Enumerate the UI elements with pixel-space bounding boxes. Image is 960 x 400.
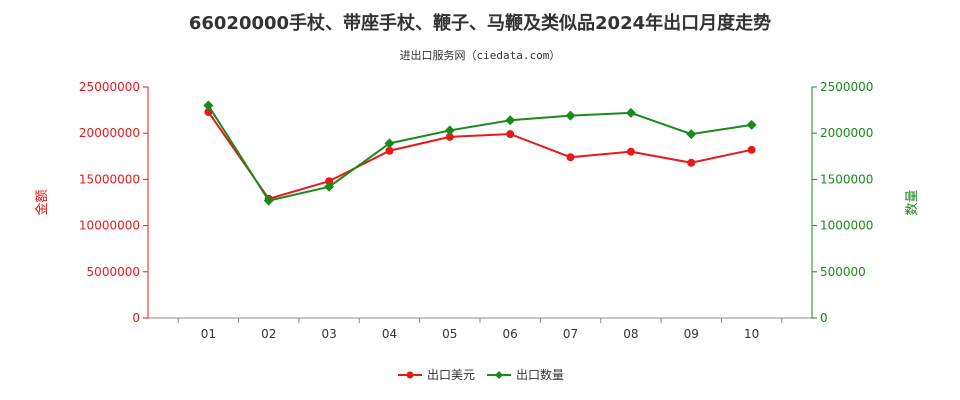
x-tick-label: 06 [503,327,518,341]
x-tick-label: 07 [563,327,578,341]
data-point [566,153,575,162]
data-point [263,195,274,206]
y-left-tick-label: 0 [132,311,140,325]
y-right-tick-label: 2000000 [820,126,873,140]
x-tick-label: 09 [684,327,699,341]
x-tick-label: 03 [321,327,336,341]
y-left-tick-label: 5000000 [87,265,140,279]
chart-title: 66020000手杖、带座手杖、鞭子、马鞭及类似品2024年出口月度走势 [188,13,772,34]
x-tick-label: 04 [382,327,397,341]
data-point [203,100,214,111]
series-line [207,111,752,200]
legend-marker [406,371,414,379]
y-left-tick-label: 20000000 [79,126,140,140]
data-point [385,146,394,155]
legend-marker [495,371,503,379]
legend-label: 出口数量 [516,367,564,382]
data-point [747,145,756,154]
x-tick-label: 02 [261,327,276,341]
y-right-tick-label: 1000000 [820,219,873,233]
legend-item: 出口数量 [487,367,564,382]
data-point [445,132,454,141]
y-left-axis-title: 金额 [34,189,50,215]
y-right-axis-title: 数量 [905,189,920,215]
data-point [687,158,696,167]
x-tick-label: 08 [623,327,638,341]
y-right-tick-label: 0 [820,311,828,325]
x-tick-label: 01 [201,327,216,341]
y-left-tick-label: 25000000 [79,80,140,94]
data-point [686,129,697,140]
data-point [746,119,757,130]
data-point [325,177,334,186]
y-left-tick-label: 15000000 [79,172,140,186]
data-point [625,107,636,118]
series-2 [203,100,757,206]
x-tick-label: 10 [744,327,759,341]
series-layer [203,100,757,206]
y-right-tick-label: 500000 [820,265,866,279]
y-right-tick-label: 2500000 [820,80,873,94]
data-point [506,130,515,139]
data-point [384,138,395,149]
legend-item: 出口美元 [398,368,475,382]
data-point [444,125,455,136]
y-right-tick-label: 1500000 [820,172,873,186]
data-point [626,147,635,156]
series-line [207,104,752,202]
data-point [324,181,335,192]
series-1 [204,107,756,203]
legend-label: 出口美元 [427,368,475,382]
axes: 0500000010000000150000002000000025000000… [34,80,920,341]
data-point [505,115,516,126]
x-tick-label: 05 [442,327,457,341]
chart-subtitle: 进出口服务网（ciedata.com） [399,49,561,62]
legend: 出口美元 出口数量 [398,367,564,382]
data-point [565,110,576,121]
y-left-tick-label: 10000000 [79,219,140,233]
